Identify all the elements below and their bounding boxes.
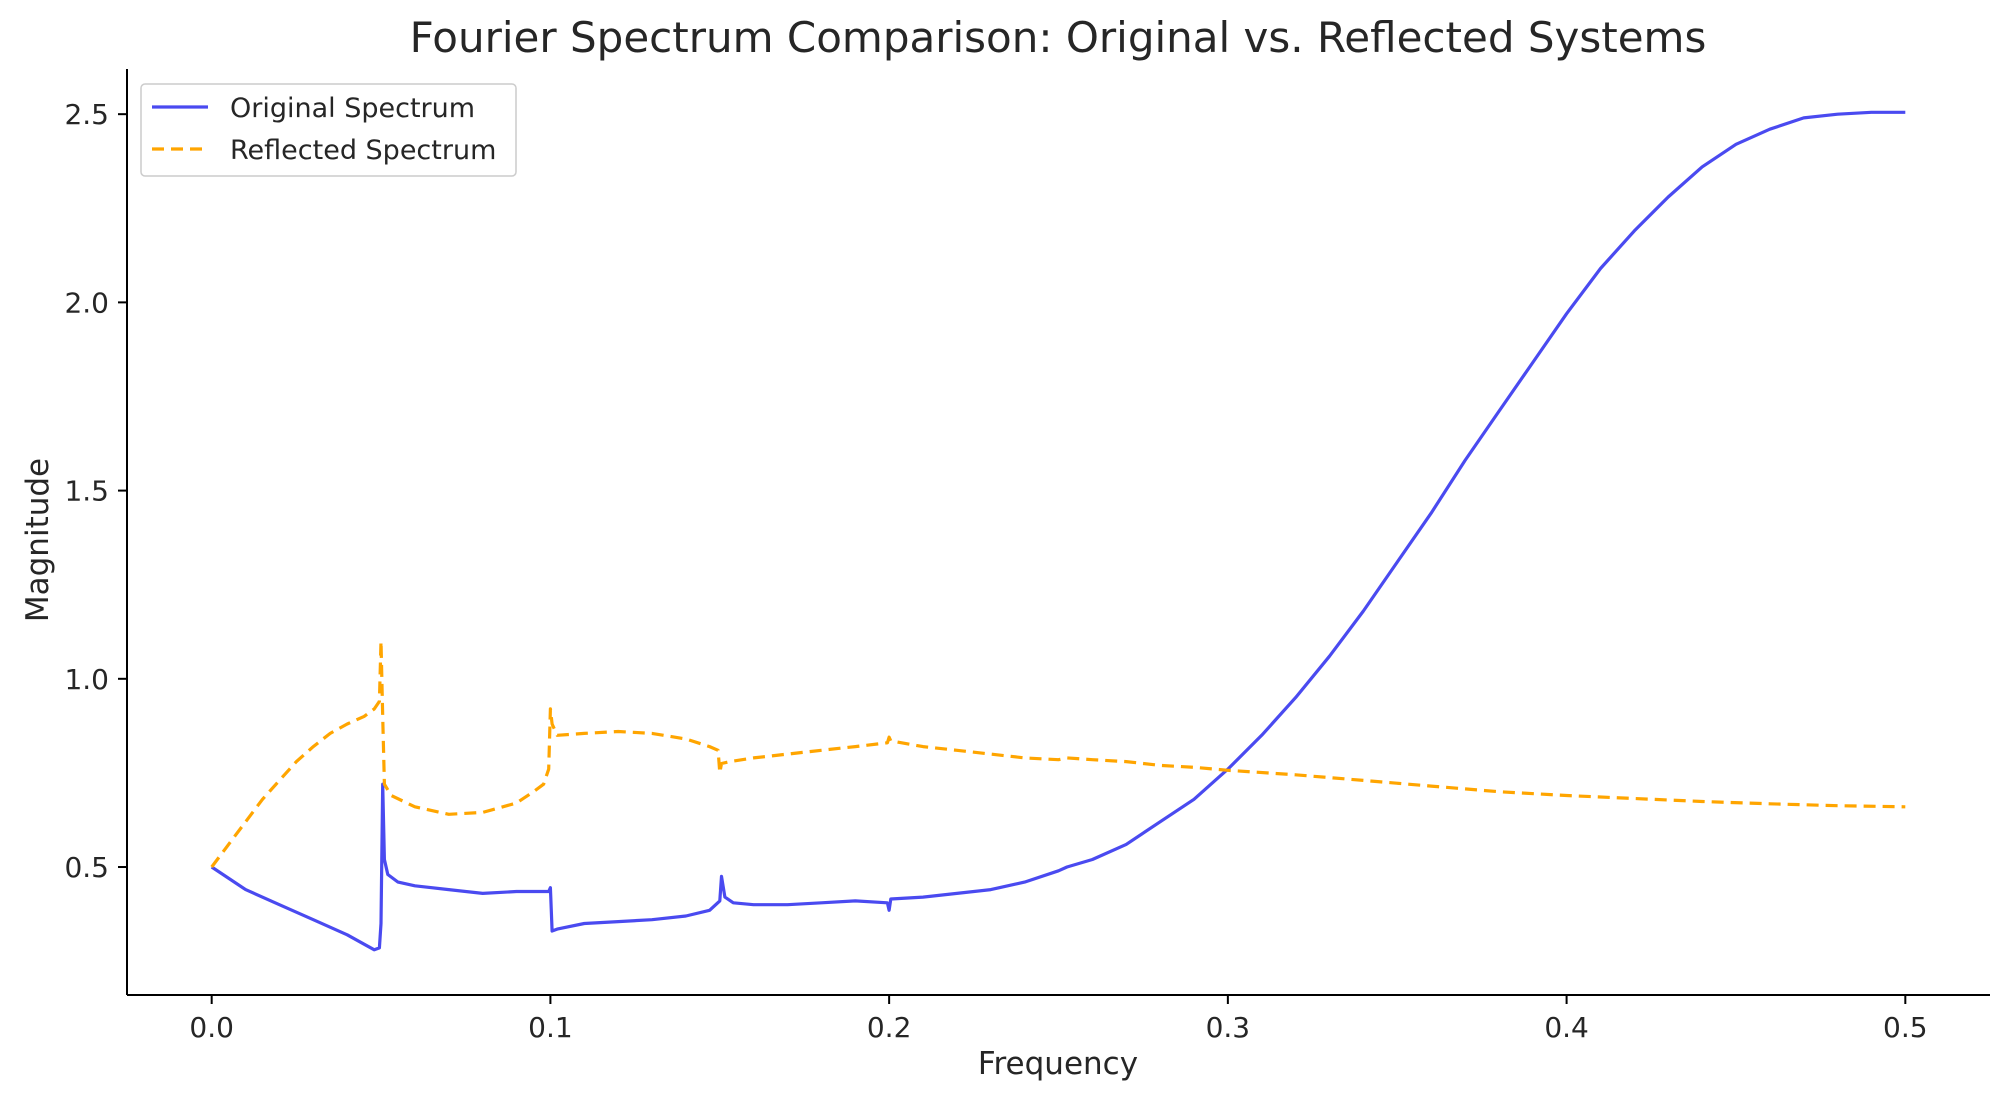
legend: Original Spectrum Reflected Spectrum bbox=[140, 83, 517, 177]
y-tick-label: 2.0 bbox=[64, 286, 109, 319]
y-tick-label: 2.5 bbox=[64, 98, 109, 131]
series-layer bbox=[210, 110, 1906, 952]
ticks-layer: 0.0 0.1 0.2 0.3 0.4 0.5 0.5 1.0 1.5 2.0 2.5 bbox=[64, 98, 1927, 1044]
y-tick-label: 0.5 bbox=[64, 851, 109, 884]
series-line-original bbox=[210, 110, 1906, 952]
x-tick-label: 0.4 bbox=[1544, 1011, 1589, 1044]
chart-title: Fourier Spectrum Comparison: Original vs… bbox=[410, 13, 1707, 62]
series-line-reflected bbox=[210, 639, 1906, 868]
legend-box bbox=[140, 83, 517, 177]
x-tick-label: 0.5 bbox=[1883, 1011, 1928, 1044]
x-tick-label: 0.2 bbox=[867, 1011, 912, 1044]
legend-label-original: Original Spectrum bbox=[230, 93, 475, 124]
y-tick-label: 1.5 bbox=[64, 475, 109, 508]
y-tick-label: 1.0 bbox=[64, 663, 109, 696]
legend-label-reflected: Reflected Spectrum bbox=[230, 135, 496, 166]
x-axis-label: Frequency bbox=[978, 1046, 1138, 1082]
y-axis-label: Magnitude bbox=[20, 458, 56, 622]
x-tick-label: 0.0 bbox=[189, 1011, 234, 1044]
x-tick-label: 0.1 bbox=[528, 1011, 573, 1044]
x-tick-label: 0.3 bbox=[1206, 1011, 1251, 1044]
